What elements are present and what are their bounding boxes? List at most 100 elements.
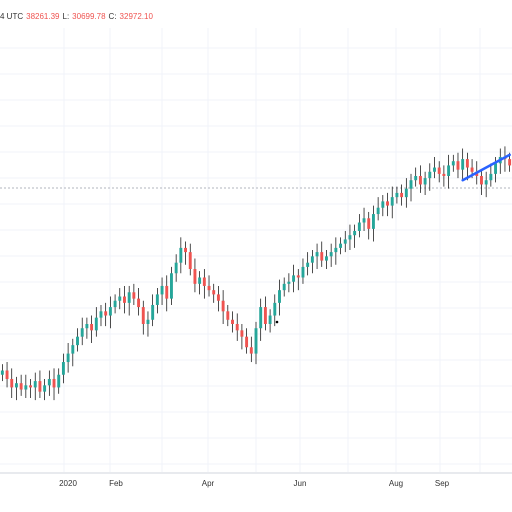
candle-down (184, 247, 187, 253)
candle-down (296, 275, 300, 278)
candle-up (404, 188, 408, 198)
candle-down (207, 285, 211, 291)
x-tick-label: Sep (435, 479, 450, 488)
candle-down (235, 324, 239, 331)
candle-down (437, 167, 441, 174)
candle-down (10, 378, 14, 388)
candle-up (447, 165, 451, 176)
candle-down (216, 294, 220, 301)
candle-down (193, 269, 197, 284)
candle-up (47, 378, 51, 386)
candle-down (212, 290, 216, 295)
candle-up (315, 252, 319, 257)
header-low-value: 30699.78 (72, 12, 106, 21)
grid-lines (0, 28, 512, 472)
marker-dot (275, 320, 279, 324)
header-timezone: 4 UTC (0, 12, 24, 21)
candle-up (146, 319, 150, 324)
candle-up (357, 222, 361, 231)
candle-down (245, 336, 249, 348)
candle-down (132, 292, 136, 299)
header-high-value: 38261.39 (26, 12, 60, 21)
candle-up (489, 173, 493, 181)
candle-down (480, 176, 483, 185)
candle-down (188, 252, 192, 270)
candle-up (151, 304, 155, 320)
candle-down (386, 201, 389, 206)
candle-down (320, 252, 324, 261)
candle-down (90, 324, 94, 331)
x-tick-label: Aug (389, 479, 403, 488)
candle-up (268, 315, 272, 324)
candle-down (29, 385, 32, 388)
candle-down (263, 307, 267, 324)
header-close-label: C: (108, 12, 117, 21)
candle-down (221, 300, 225, 312)
candle-down (418, 176, 422, 185)
x-tick-label: 2020 (59, 479, 77, 488)
candle-down (202, 277, 206, 286)
candle-down (442, 173, 446, 176)
candle-down (165, 285, 169, 299)
header-low-label: L: (62, 12, 70, 21)
candle-up (376, 207, 380, 215)
candle-up (371, 214, 375, 229)
candle-up (113, 300, 117, 308)
candle-up (108, 307, 112, 316)
candle-up (85, 324, 89, 329)
candle-up (0, 370, 4, 375)
trend-line[interactable] (461, 153, 511, 182)
candle-down (508, 159, 512, 166)
candle-down (137, 298, 141, 308)
candle-up (179, 247, 183, 263)
candles (0, 146, 512, 401)
candle-up (273, 302, 277, 316)
candle-up (94, 317, 98, 331)
candle-up (353, 230, 357, 236)
candle-down (38, 381, 42, 392)
candle-up (160, 285, 164, 295)
candle-up (433, 167, 436, 172)
candle-up (409, 180, 413, 189)
candle-up (301, 266, 305, 278)
candle-down (465, 159, 469, 168)
header-close-value: 32972.10 (119, 12, 153, 21)
candle-up (174, 262, 178, 274)
candle-up (155, 294, 159, 305)
candle-up (292, 275, 296, 282)
candle-down (470, 167, 474, 172)
x-tick-label: Jun (294, 479, 307, 488)
candle-up (428, 171, 432, 179)
candle-down (400, 192, 404, 198)
candle-down (249, 347, 253, 354)
candle-up (33, 381, 37, 388)
candle-up (451, 161, 455, 166)
candle-down (141, 307, 145, 324)
candle-down (104, 311, 108, 316)
candle-up (127, 292, 131, 303)
candle-up (484, 180, 488, 185)
candle-down (19, 383, 23, 390)
candle-up (254, 328, 258, 354)
candle-up (259, 307, 263, 329)
candle-down (5, 370, 9, 379)
candle-down (123, 296, 126, 303)
candle-up (310, 256, 314, 263)
candle-up (306, 262, 310, 267)
candle-up (24, 385, 28, 390)
candle-up (325, 256, 328, 261)
candle-up (76, 336, 79, 346)
candle-up (362, 218, 366, 223)
candle-up (414, 176, 418, 181)
candle-up (43, 385, 47, 392)
x-tick-label: Apr (202, 479, 215, 488)
candle-up (339, 243, 343, 248)
candle-up (395, 192, 399, 198)
candle-down (226, 311, 230, 320)
candle-up (80, 328, 84, 337)
candle-up (57, 374, 61, 388)
candle-up (61, 362, 65, 375)
candle-up (66, 353, 70, 363)
candle-up (381, 201, 385, 208)
